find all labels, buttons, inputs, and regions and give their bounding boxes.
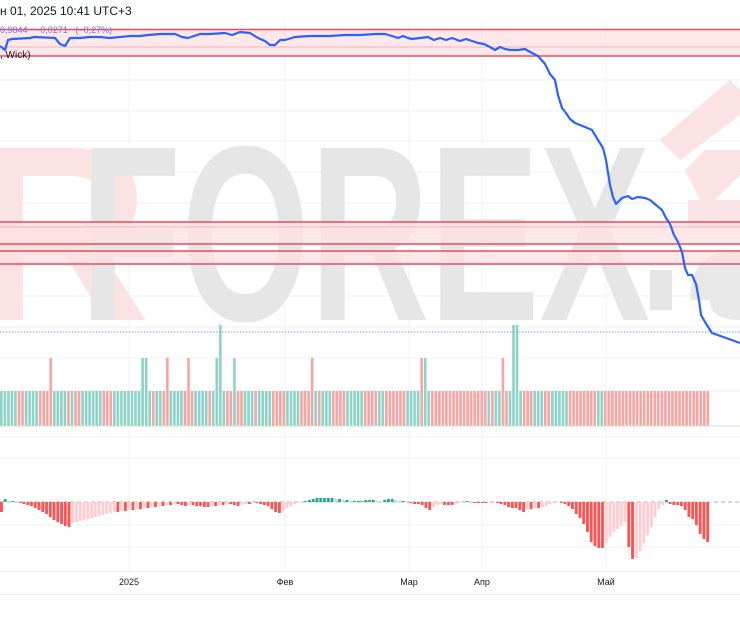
xtick-feb: Фев [276, 577, 294, 587]
legend-change: −0,0271 [35, 25, 68, 35]
horizontal-zones[interactable] [0, 28, 740, 265]
xtick-apr: Апр [474, 577, 490, 587]
time-axis[interactable]: 2025 Фев Мар Апр Май [0, 571, 740, 595]
xtick-2025: 2025 [118, 577, 140, 587]
price-legend: 0,9844 −0,0271 (−0,27%) [0, 25, 117, 35]
xtick-may: Май [597, 577, 615, 587]
xtick-mar: Мар [400, 577, 418, 587]
chart-datetime: н 01, 2025 10:41 UTC+3 [0, 4, 132, 18]
oscillator-histogram [0, 498, 710, 559]
volume-histogram [0, 325, 710, 426]
chart-style-label: , Wick) [0, 50, 31, 61]
legend-change-pct: (−0,27%) [75, 25, 113, 35]
legend-price: 0,9844 [0, 25, 28, 35]
price-line[interactable] [0, 30, 740, 345]
